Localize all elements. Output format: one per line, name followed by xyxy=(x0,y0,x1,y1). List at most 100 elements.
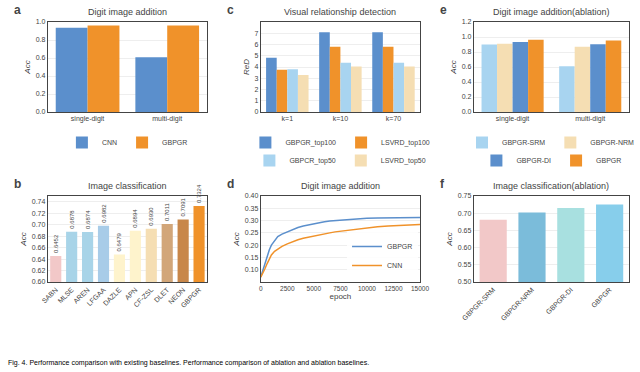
svg-text:GBPGR: GBPGR xyxy=(179,286,202,309)
svg-text:0.70: 0.70 xyxy=(458,210,472,217)
svg-text:CNN: CNN xyxy=(102,139,117,146)
svg-text:b: b xyxy=(14,177,21,191)
svg-text:multi-digit: multi-digit xyxy=(152,115,182,123)
svg-text:GBPGR-NRM: GBPGR-NRM xyxy=(499,286,535,322)
svg-text:0.60: 0.60 xyxy=(458,244,472,251)
svg-text:0.55: 0.55 xyxy=(458,261,472,268)
svg-text:Acc: Acc xyxy=(23,60,32,74)
svg-text:0.20: 0.20 xyxy=(245,242,259,249)
svg-text:0.0: 0.0 xyxy=(36,108,46,115)
svg-text:0.6: 0.6 xyxy=(462,63,472,70)
svg-text:LSVRD_top50: LSVRD_top50 xyxy=(381,157,426,165)
svg-text:AREN: AREN xyxy=(72,286,91,305)
svg-text:1.2: 1.2 xyxy=(462,18,472,25)
svg-text:0.66: 0.66 xyxy=(32,244,46,251)
svg-text:0.72: 0.72 xyxy=(32,210,46,217)
svg-text:LFGAA: LFGAA xyxy=(86,286,107,307)
svg-text:0.4: 0.4 xyxy=(36,72,46,79)
svg-text:GBPGR-DI: GBPGR-DI xyxy=(516,157,551,164)
svg-text:1.0: 1.0 xyxy=(36,18,46,25)
svg-text:ReD: ReD xyxy=(242,59,251,75)
svg-text:GBPGR-SRM: GBPGR-SRM xyxy=(502,139,545,146)
svg-text:Acc: Acc xyxy=(449,60,458,74)
svg-text:f: f xyxy=(440,177,445,191)
svg-text:1: 1 xyxy=(254,97,258,104)
svg-text:Image classification: Image classification xyxy=(88,181,167,191)
svg-text:epoch: epoch xyxy=(329,292,351,301)
svg-text:0.8: 0.8 xyxy=(462,48,472,55)
svg-text:Digit image addition: Digit image addition xyxy=(301,181,380,191)
svg-text:0.7324: 0.7324 xyxy=(196,184,202,203)
svg-text:0.68: 0.68 xyxy=(32,233,46,240)
svg-text:0.62: 0.62 xyxy=(32,267,46,274)
svg-text:k=70: k=70 xyxy=(386,115,401,122)
svg-text:GBPGR-DI: GBPGR-DI xyxy=(545,286,574,315)
svg-text:10000: 10000 xyxy=(358,285,376,292)
svg-text:2: 2 xyxy=(254,86,258,93)
svg-text:NEON: NEON xyxy=(167,286,186,305)
svg-text:5: 5 xyxy=(254,52,258,59)
svg-text:Acc: Acc xyxy=(232,232,241,246)
svg-text:Fig. 4. Performance comparison: Fig. 4. Performance comparison with exis… xyxy=(8,359,369,367)
svg-text:0.7091: 0.7091 xyxy=(180,197,186,216)
svg-text:single-digit: single-digit xyxy=(71,115,105,123)
svg-text:2500: 2500 xyxy=(280,285,295,292)
svg-text:single-digit: single-digit xyxy=(496,115,530,123)
svg-text:0.2: 0.2 xyxy=(36,90,46,97)
svg-text:3: 3 xyxy=(254,75,258,82)
svg-text:0.8: 0.8 xyxy=(36,36,46,43)
svg-text:0.6930: 0.6930 xyxy=(148,207,154,226)
svg-text:Digit image addition(ablation): Digit image addition(ablation) xyxy=(493,7,610,17)
svg-text:5000: 5000 xyxy=(307,285,322,292)
svg-text:7500: 7500 xyxy=(333,285,348,292)
svg-text:0.0: 0.0 xyxy=(462,108,472,115)
svg-text:GBPGR: GBPGR xyxy=(590,286,613,309)
svg-text:0.75: 0.75 xyxy=(458,192,472,199)
svg-text:15000: 15000 xyxy=(411,285,429,292)
svg-text:1.0: 1.0 xyxy=(462,33,472,40)
svg-text:Acc: Acc xyxy=(19,232,28,246)
svg-text:d: d xyxy=(227,177,234,191)
svg-text:c: c xyxy=(227,3,234,17)
svg-text:GBPGR-NRM: GBPGR-NRM xyxy=(590,139,634,146)
svg-text:0.64: 0.64 xyxy=(32,256,46,263)
svg-text:6: 6 xyxy=(254,41,258,48)
svg-text:0.6452: 0.6452 xyxy=(53,234,59,253)
svg-text:0.2: 0.2 xyxy=(462,93,472,100)
svg-text:0.60: 0.60 xyxy=(32,278,46,285)
svg-text:0.6982: 0.6982 xyxy=(101,204,107,223)
svg-text:CNN: CNN xyxy=(387,262,402,269)
svg-text:SABN: SABN xyxy=(40,286,58,304)
svg-text:0: 0 xyxy=(259,285,263,292)
svg-text:k=10: k=10 xyxy=(333,115,348,122)
svg-text:0.25: 0.25 xyxy=(245,229,259,236)
svg-text:multi-digit: multi-digit xyxy=(575,115,605,123)
svg-text:0.70: 0.70 xyxy=(32,221,46,228)
svg-text:0.6894: 0.6894 xyxy=(132,209,138,228)
svg-text:GBPGR: GBPGR xyxy=(162,139,187,146)
svg-text:e: e xyxy=(440,3,447,17)
svg-text:0.74: 0.74 xyxy=(32,198,46,205)
svg-text:0.40: 0.40 xyxy=(245,192,259,199)
svg-text:Visual relationship detection: Visual relationship detection xyxy=(284,7,396,17)
svg-text:a: a xyxy=(14,3,21,17)
svg-text:0.4: 0.4 xyxy=(462,78,472,85)
svg-text:k=1: k=1 xyxy=(282,115,294,122)
svg-text:0.6878: 0.6878 xyxy=(69,210,75,229)
svg-text:GBPGR: GBPGR xyxy=(387,243,412,250)
svg-text:APN: APN xyxy=(123,286,138,301)
svg-text:0.6: 0.6 xyxy=(36,54,46,61)
svg-text:CF-ZSL: CF-ZSL xyxy=(132,286,154,308)
svg-text:Acc: Acc xyxy=(445,232,454,246)
svg-text:0.50: 0.50 xyxy=(458,278,472,285)
svg-text:GBPGR-SRM: GBPGR-SRM xyxy=(461,286,497,322)
svg-text:0.7011: 0.7011 xyxy=(164,202,170,221)
svg-text:0.15: 0.15 xyxy=(245,254,259,261)
svg-text:4: 4 xyxy=(254,63,258,70)
svg-text:0.10: 0.10 xyxy=(245,266,259,273)
svg-text:GBPGR: GBPGR xyxy=(596,157,621,164)
svg-text:0.30: 0.30 xyxy=(245,217,259,224)
svg-text:0: 0 xyxy=(254,108,258,115)
svg-text:GBPGR_top100: GBPGR_top100 xyxy=(285,139,336,147)
svg-text:DLET: DLET xyxy=(153,286,171,304)
